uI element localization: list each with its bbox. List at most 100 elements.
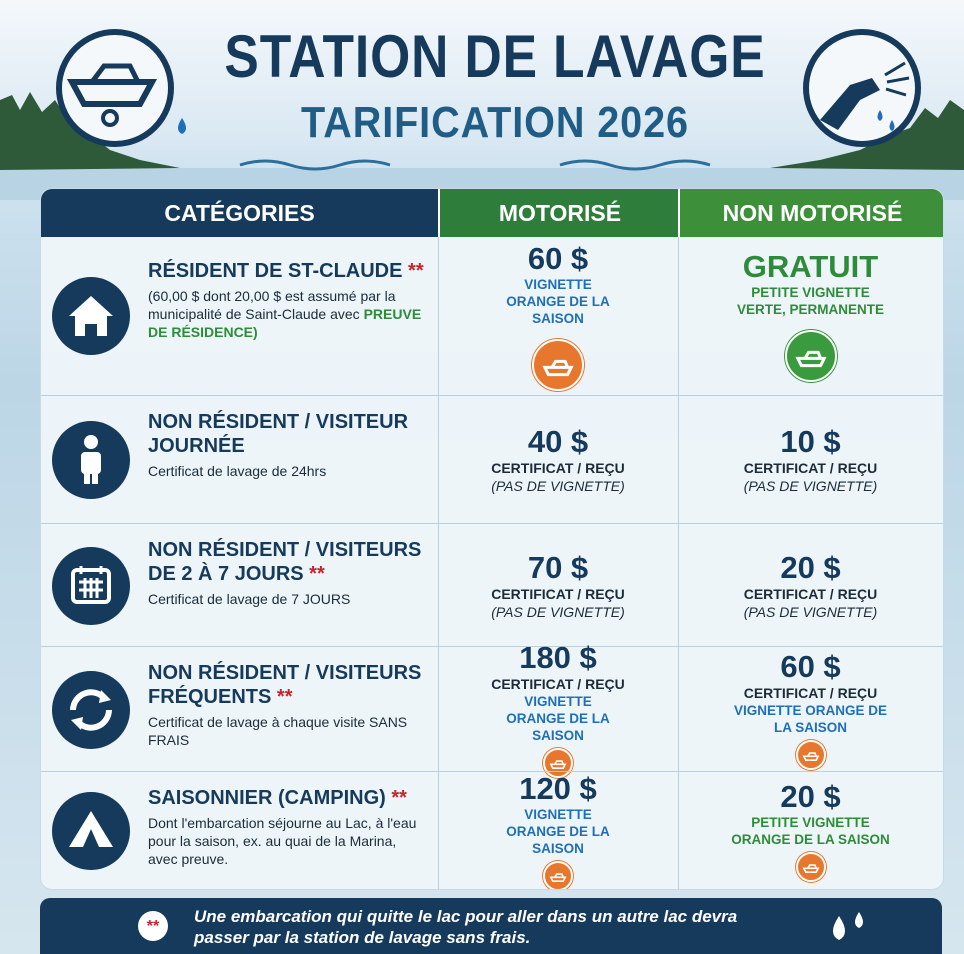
vignette: VIGNETTE ORANGE DE LA SAISON xyxy=(493,693,623,744)
category-title: RÉSIDENT DE ST-CLAUDE ** xyxy=(148,259,428,283)
description-text: Certificat de lavage de 7 JOURS xyxy=(148,591,350,607)
price: 60 $ xyxy=(528,242,588,276)
description-text: Dont l'embarcation séjourne au Lac, à l'… xyxy=(148,815,416,867)
page-body: STATION DE LAVAGE TARIFICATION 2026 CATÉ… xyxy=(0,0,964,954)
wave xyxy=(240,161,390,169)
vignette: PETITE VIGNETTE ORANGE DE LA SAISON xyxy=(726,814,896,848)
price-cell: 10 $CERTIFICAT / REÇU(PAS DE VIGNETTE) xyxy=(678,396,943,524)
category-description: Certificat de lavage de 24hrs xyxy=(148,462,428,480)
vignette: PETITE VIGNETTE VERTE, PERMANENTE xyxy=(726,284,896,318)
category-cell: RÉSIDENT DE ST-CLAUDE ** (60,00 $ dont 20… xyxy=(41,237,439,395)
footer-text: Une embarcation qui quitte le lac pour a… xyxy=(194,906,754,948)
table-row: NON RÉSIDENT / VISITEUR JOURNÉE Certifica… xyxy=(41,395,943,524)
column-header: CATÉGORIES xyxy=(41,189,438,237)
category-icon xyxy=(51,420,131,500)
category-mark: ** xyxy=(309,563,325,585)
price-cell: 20 $PETITE VIGNETTE ORANGE DE LA SAISON xyxy=(678,772,943,890)
vignette: VIGNETTE ORANGE DE LA SAISON xyxy=(726,702,896,736)
price: 20 $ xyxy=(780,551,840,585)
category-text: NON RÉSIDENT / VISITEURS DE 2 À 7 JOURS … xyxy=(148,538,428,608)
description-text: Certificat de lavage de 24hrs xyxy=(148,463,326,479)
category-text: SAISONNIER (CAMPING) ** Dont l'embarcatio… xyxy=(148,786,428,868)
category-mark: ** xyxy=(408,260,424,282)
icon xyxy=(51,546,131,626)
badge xyxy=(532,339,584,391)
icon xyxy=(51,420,131,500)
price: GRATUIT xyxy=(743,250,878,284)
category-text: RÉSIDENT DE ST-CLAUDE ** (60,00 $ dont 20… xyxy=(148,259,428,341)
badge-boat xyxy=(798,854,824,880)
category-title: NON RÉSIDENT / VISITEURS FRÉQUENTS ** xyxy=(148,661,428,709)
badge-boat xyxy=(534,341,582,389)
price-cell: 20 $CERTIFICAT / REÇU(PAS DE VIGNETTE) xyxy=(678,524,943,647)
price: 20 $ xyxy=(780,780,840,814)
category-mark: ** xyxy=(277,686,293,708)
price: 180 $ xyxy=(519,641,597,675)
icon xyxy=(51,670,131,750)
certificat: CERTIFICAT / REÇU xyxy=(744,585,878,603)
price: 70 $ xyxy=(528,551,588,585)
category-cell: NON RÉSIDENT / VISITEURS FRÉQUENTS ** Cer… xyxy=(41,647,439,772)
category-text: NON RÉSIDENT / VISITEUR JOURNÉE Certifica… xyxy=(148,410,428,480)
drops-icon xyxy=(825,908,875,948)
category-cell: NON RÉSIDENT / VISITEURS DE 2 À 7 JOURS … xyxy=(41,524,439,647)
certificat: CERTIFICAT / REÇU xyxy=(491,459,625,477)
category-icon xyxy=(51,546,131,626)
category-cell: SAISONNIER (CAMPING) ** Dont l'embarcatio… xyxy=(41,772,439,890)
badge-boat xyxy=(545,863,571,889)
price-cell: 70 $CERTIFICAT / REÇU(PAS DE VIGNETTE) xyxy=(438,524,679,647)
certificat: CERTIFICAT / REÇU xyxy=(744,459,878,477)
category-description: Dont l'embarcation séjourne au Lac, à l'… xyxy=(148,814,428,868)
certificat: CERTIFICAT / REÇU xyxy=(491,585,625,603)
icon xyxy=(51,791,131,871)
category-text: NON RÉSIDENT / VISITEURS FRÉQUENTS ** Cer… xyxy=(148,661,428,749)
vignette: VIGNETTE ORANGE DE LA SAISON xyxy=(493,276,623,327)
category-mark: ** xyxy=(391,787,407,809)
price: 40 $ xyxy=(528,425,588,459)
price: 120 $ xyxy=(519,772,597,806)
category-title: NON RÉSIDENT / VISITEUR JOURNÉE xyxy=(148,410,428,458)
certificat: CERTIFICAT / REÇU xyxy=(744,684,878,702)
category-icon xyxy=(51,670,131,750)
table-row: NON RÉSIDENT / VISITEURS DE 2 À 7 JOURS … xyxy=(41,523,943,647)
price-cell: 120 $VIGNETTE ORANGE DE LA SAISON xyxy=(438,772,679,890)
note: (PAS DE VIGNETTE) xyxy=(744,603,878,621)
badge xyxy=(796,740,826,770)
note: (PAS DE VIGNETTE) xyxy=(744,477,878,495)
badge-boat xyxy=(798,742,824,768)
category-name: SAISONNIER (CAMPING) xyxy=(148,787,386,809)
note: (PAS DE VIGNETTE) xyxy=(491,477,625,495)
title: STATION DE LAVAGE xyxy=(69,22,920,91)
vignette: VIGNETTE ORANGE DE LA SAISON xyxy=(493,806,623,857)
column-header: MOTORISÉ xyxy=(438,189,680,237)
subtitle: TARIFICATION 2026 xyxy=(50,98,941,148)
certificat: CERTIFICAT / REÇU xyxy=(491,675,625,693)
category-title: NON RÉSIDENT / VISITEURS DE 2 À 7 JOURS … xyxy=(148,538,428,586)
wave xyxy=(560,161,710,169)
category-name: NON RÉSIDENT / VISITEURS DE 2 À 7 JOURS xyxy=(148,539,421,585)
category-description: Certificat de lavage à chaque visite SAN… xyxy=(148,713,428,749)
table-row: NON RÉSIDENT / VISITEURS FRÉQUENTS ** Cer… xyxy=(41,646,943,772)
badge xyxy=(796,852,826,882)
badge-boat xyxy=(787,332,835,380)
icon xyxy=(51,276,131,356)
table-row: RÉSIDENT DE ST-CLAUDE ** (60,00 $ dont 20… xyxy=(41,237,943,395)
category-name: RÉSIDENT DE ST-CLAUDE xyxy=(148,260,402,282)
footer: ** Une embarcation qui quitte le lac pou… xyxy=(40,898,942,954)
footer-mark: ** xyxy=(138,911,168,941)
category-icon xyxy=(51,276,131,356)
price: 10 $ xyxy=(780,425,840,459)
description-text: (60,00 $ dont 20,00 $ est assumé par la … xyxy=(148,288,396,322)
category-description: (60,00 $ dont 20,00 $ est assumé par la … xyxy=(148,287,428,341)
price-cell: 60 $VIGNETTE ORANGE DE LA SAISON xyxy=(438,237,679,395)
badge xyxy=(543,861,573,891)
category-cell: NON RÉSIDENT / VISITEUR JOURNÉE Certifica… xyxy=(41,396,439,524)
note: (PAS DE VIGNETTE) xyxy=(491,603,625,621)
description-text: Certificat de lavage à chaque visite SAN… xyxy=(148,714,407,748)
price: 60 $ xyxy=(780,650,840,684)
category-icon xyxy=(51,791,131,871)
